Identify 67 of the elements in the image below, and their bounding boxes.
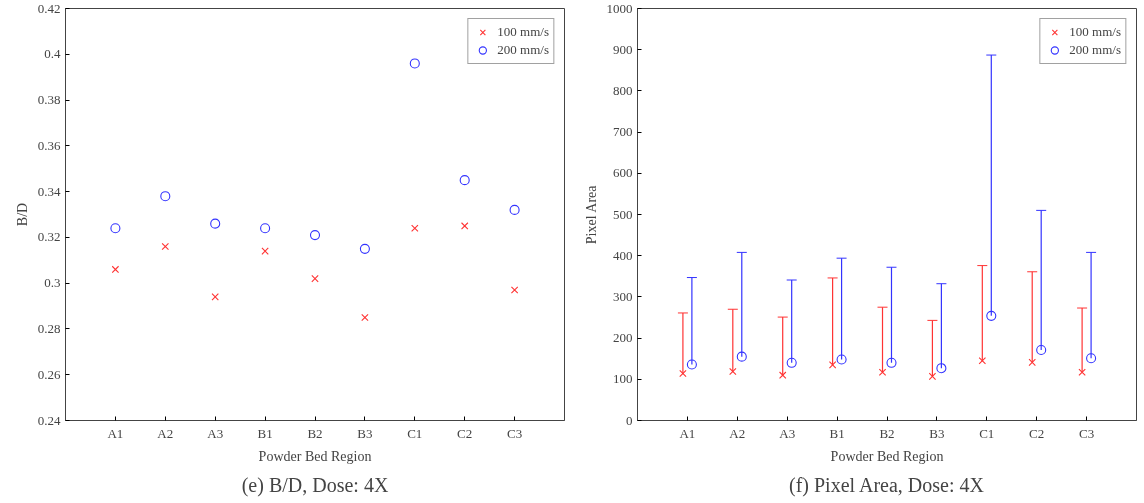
point [110,223,121,234]
legend-label: 200 mm/s [497,41,549,59]
y-tick-label: 300 [613,288,633,304]
y-axis-title: Pixel Area [583,184,599,245]
x-axis-title: Powder Bed Region [830,448,944,464]
point [510,286,519,294]
x-tick-label: C1 [979,425,995,441]
x-tick-label: C1 [407,425,423,441]
x-tick-label: C2 [1029,425,1045,441]
y-tick-label: 900 [613,41,633,57]
y-tick-label: 0.4 [44,46,61,62]
point [361,313,369,322]
x-tick-label: B1 [257,425,273,441]
y-tick-label: 600 [613,165,633,181]
point [309,230,321,241]
point [161,242,170,251]
legend-label: 100 mm/s [1069,23,1121,41]
x-tick-label: A1 [107,425,124,441]
point [359,243,370,254]
y-tick-label: 700 [613,124,633,140]
point [411,224,419,232]
x-tick-label: C2 [457,425,473,441]
y-tick-label: 0.3 [44,275,61,291]
text: (f) Pixel Area, Dose: 4X [788,473,985,497]
y-tick-label: 1000 [606,0,633,16]
x-tick-label: B1 [829,425,845,441]
x-tick-label: A1 [679,425,696,441]
point [160,191,171,202]
y-tick-label: 400 [613,247,633,263]
y-tick-label: 100 [613,371,633,387]
x-tick-label: B2 [879,425,895,441]
x-axis-title: Powder Bed Region [258,448,372,464]
y-tick-label: 0.38 [37,92,61,108]
x-tick-label: B3 [929,425,945,441]
y-tick-label: 0.28 [37,320,61,336]
point [111,265,120,274]
x-tick-label: A2 [729,425,746,441]
point [261,247,269,255]
y-tick-label: 800 [613,82,633,98]
x-tick-label: C3 [507,425,523,441]
point [459,175,470,186]
y-tick-label: 0.36 [37,137,61,153]
point [260,223,271,234]
legend-label: 200 mm/s [1069,41,1121,59]
point [210,218,221,229]
legend-label: 100 mm/s [497,23,549,41]
y-axis-title: B/D [14,202,30,227]
point [211,293,219,301]
x-tick-label: C3 [1079,425,1095,441]
point [311,274,319,283]
point [460,222,469,230]
y-tick-label: 0.34 [37,183,61,199]
y-tick-label: 0.42 [37,0,61,16]
y-tick-label: 0.32 [37,229,61,245]
x-tick-label: A3 [207,425,224,441]
y-tick-label: 0.24 [37,412,61,428]
y-tick-label: 0.26 [37,366,61,382]
y-tick-label: 200 [613,330,633,346]
point [509,204,520,215]
x-tick-label: B3 [357,425,373,441]
x-tick-label: B2 [307,425,323,441]
y-tick-label: 0 [626,412,633,428]
point [409,58,420,69]
text: (e) B/D, Dose: 4X [241,473,389,497]
x-tick-label: A2 [157,425,174,441]
x-tick-label: A3 [779,425,796,441]
y-tick-label: 500 [613,206,633,222]
